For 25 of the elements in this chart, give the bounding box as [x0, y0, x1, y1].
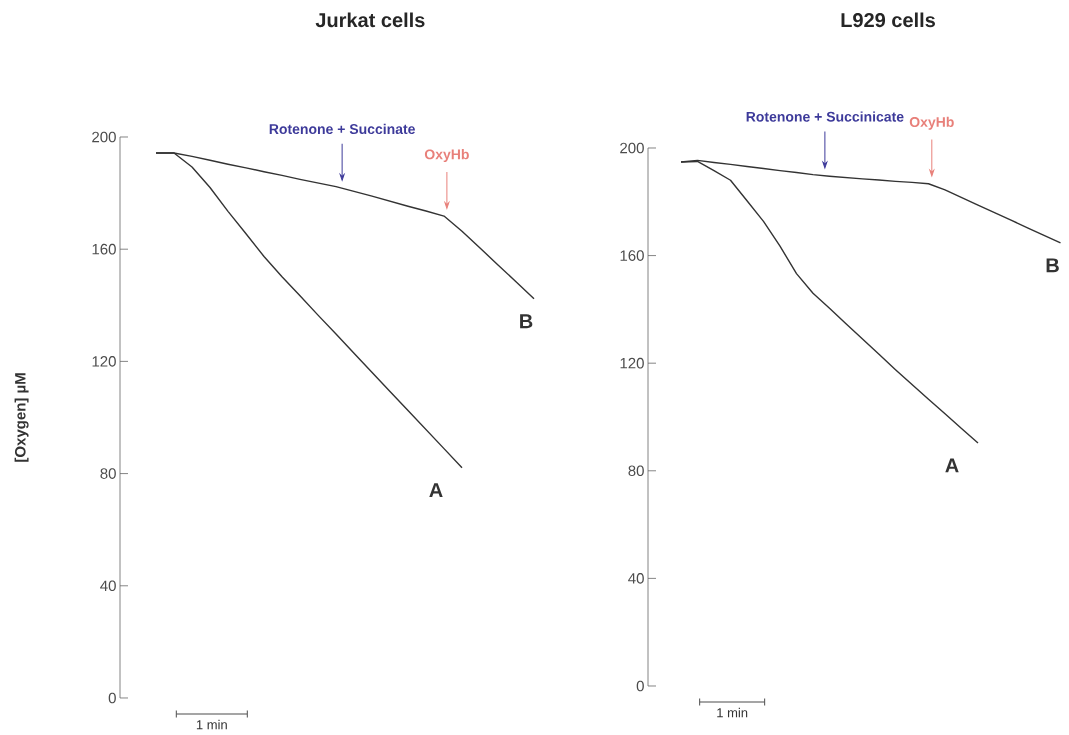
- y-tick-label: 40: [628, 573, 644, 584]
- text: 1 min: [196, 719, 227, 730]
- text: Rotenone + Succinate: [269, 123, 415, 135]
- series-label: B: [520, 314, 533, 329]
- y-tick-label: 200: [620, 142, 644, 154]
- text: OxyHb: [909, 116, 954, 130]
- y-tick-label: 120: [620, 357, 644, 369]
- y-tick-label: 0: [636, 680, 644, 692]
- y-tick-label: 200: [92, 131, 116, 143]
- y-tick-label: 160: [620, 250, 644, 261]
- y-tick-label: 0: [108, 692, 116, 704]
- y-tick-label: 120: [92, 356, 116, 367]
- y-tick-label: 80: [628, 465, 644, 477]
- y-axis-title: [Oxygen] µM: [14, 373, 29, 462]
- y-tick-label: 40: [100, 580, 116, 592]
- y-tick-label: 160: [92, 243, 116, 255]
- text: Rotenone + Succinicate: [746, 111, 904, 122]
- y-tick-label: 80: [100, 468, 116, 479]
- annotation: OxyHb: [424, 149, 469, 163]
- series-label: B: [1046, 258, 1059, 273]
- series-label: A: [945, 458, 959, 473]
- series-label: A: [429, 483, 443, 497]
- chart-title: L929 cells: [841, 12, 935, 28]
- chart-title: Jurkat cells: [315, 12, 425, 28]
- text: 1 min: [717, 707, 748, 718]
